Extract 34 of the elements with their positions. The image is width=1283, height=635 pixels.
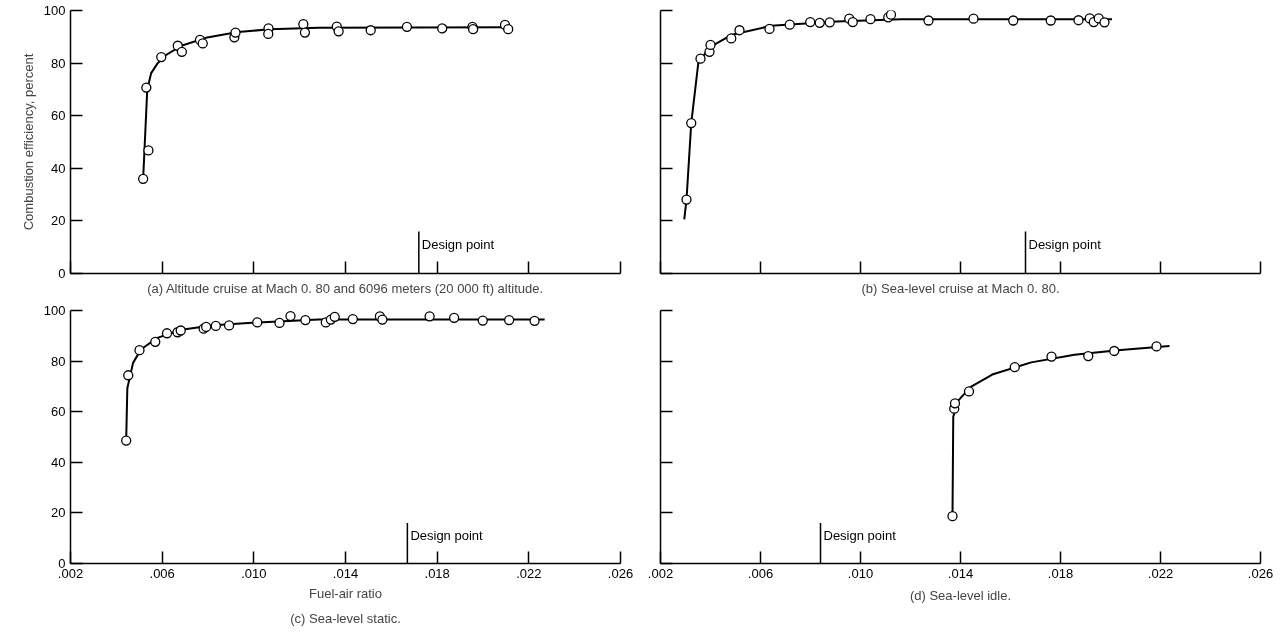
x-tick-label: .010	[847, 565, 874, 581]
y-axis-title: Combustion efficiency, percent	[20, 53, 36, 231]
text: (c) Sea-level static.	[290, 610, 401, 626]
x-tick-label: .006	[149, 565, 175, 581]
x-tick-label: .018	[424, 565, 450, 581]
y-tick-label: 100	[43, 3, 66, 18]
y-tick-label: 40	[51, 160, 66, 176]
y-tick-label: 40	[51, 454, 66, 470]
x-axis-title: Fuel-air ratio	[309, 585, 382, 601]
ref-line-label: Design point	[410, 528, 484, 544]
x-tick-label: .010	[241, 565, 267, 581]
x-tick-label: .006	[747, 565, 774, 581]
y-tick-label: 0	[58, 266, 66, 281]
text: (a) Altitude cruise at Mach 0. 80 and 6096 meters (20 000 ft) altitude.	[147, 280, 544, 296]
y-tick-label: 60	[51, 404, 66, 420]
x-tick-label: .014	[332, 565, 359, 581]
ref-line-label: Design point	[823, 528, 897, 544]
ref-line-label: Design point	[421, 237, 495, 253]
text: (b) Sea-level cruise at Mach 0. 80.	[861, 280, 1060, 296]
x-tick-label: .018	[1047, 565, 1074, 581]
y-tick-label: 20	[51, 505, 66, 521]
x-tick-label: .026	[607, 565, 634, 581]
x-tick-label: .014	[947, 565, 974, 581]
x-tick-label: .026	[1247, 565, 1274, 581]
x-tick-label: .002	[647, 565, 674, 581]
y-tick-label: 80	[51, 55, 66, 71]
ref-line-label: Design point	[1028, 237, 1102, 253]
x-tick-label: .022	[1147, 565, 1174, 581]
x-tick-label: .022	[516, 565, 542, 581]
y-tick-label: 80	[51, 353, 66, 369]
y-tick-label: 20	[51, 213, 66, 229]
text: (d) Sea-level idle.	[909, 587, 1012, 603]
y-tick-label: 100	[43, 303, 66, 318]
y-tick-label: 60	[51, 108, 66, 124]
